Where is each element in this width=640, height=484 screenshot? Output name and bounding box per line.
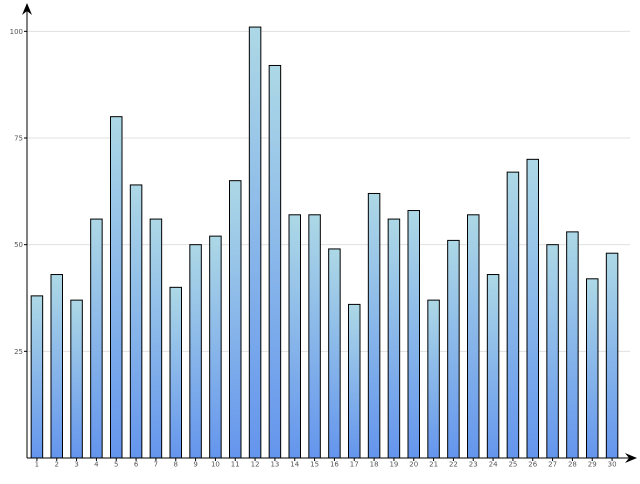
x-tick-label: 5 <box>114 461 118 469</box>
bar-17 <box>348 303 361 459</box>
x-axis-arrow-icon <box>625 453 637 463</box>
x-tick-label: 24 <box>489 461 498 469</box>
bar-15 <box>308 214 321 459</box>
x-tick-label: 20 <box>409 461 418 469</box>
x-tick-label: 21 <box>429 461 438 469</box>
x-tick-label: 28 <box>568 461 577 469</box>
bars <box>30 26 619 459</box>
y-tick-label: 25 <box>14 348 23 356</box>
y-tick-label: 50 <box>14 241 23 249</box>
x-tick-label: 7 <box>154 461 158 469</box>
bar-28 <box>566 231 579 459</box>
axes <box>22 3 637 463</box>
bar-24 <box>486 274 500 459</box>
bar-1 <box>30 295 44 459</box>
bar-29 <box>586 278 599 459</box>
bar-8 <box>169 286 182 459</box>
x-tick-label: 6 <box>134 461 139 469</box>
x-tick-label: 9 <box>193 461 197 469</box>
bar-4 <box>90 218 103 459</box>
bar-2 <box>50 274 63 459</box>
bar-7 <box>149 218 163 459</box>
bar-13 <box>268 64 282 459</box>
bar-14 <box>288 214 301 459</box>
x-tick-label: 22 <box>449 461 458 469</box>
bar-21 <box>427 299 440 459</box>
x-tick-label: 19 <box>389 461 398 469</box>
x-tick-label: 23 <box>469 461 478 469</box>
x-tick-label: 12 <box>251 461 260 469</box>
bar-30 <box>605 252 619 459</box>
x-tick-label: 2 <box>55 461 59 469</box>
bar-10 <box>209 235 222 459</box>
x-tick-label: 16 <box>330 461 339 469</box>
bar-6 <box>129 184 143 459</box>
bar-18 <box>367 192 381 459</box>
x-tick-label: 15 <box>310 461 319 469</box>
bar-9 <box>189 244 202 459</box>
bar-12 <box>248 26 262 459</box>
bar-16 <box>328 248 341 459</box>
x-tick-label: 3 <box>74 461 78 469</box>
bar-23 <box>467 214 480 459</box>
x-tick-label: 17 <box>350 461 359 469</box>
bar-25 <box>506 171 520 459</box>
bar-19 <box>387 218 401 459</box>
bar-22 <box>447 239 460 459</box>
bar-20 <box>407 210 420 459</box>
x-tick-label: 8 <box>174 461 178 469</box>
x-tick-label: 4 <box>94 461 99 469</box>
bar-11 <box>229 180 242 459</box>
x-tick-label: 26 <box>528 461 537 469</box>
x-tick-label: 13 <box>270 461 279 469</box>
x-tick-label: 30 <box>608 461 617 469</box>
x-tick-label: 29 <box>588 461 597 469</box>
bar-27 <box>546 244 559 459</box>
x-tick-label: 25 <box>508 461 517 469</box>
y-tick-label: 75 <box>14 135 23 143</box>
x-tick-label: 11 <box>231 461 240 469</box>
y-axis-arrow-icon <box>22 3 32 15</box>
bar-3 <box>70 299 83 459</box>
x-tick-label: 18 <box>370 461 379 469</box>
x-tick-label: 1 <box>35 461 39 469</box>
x-tick-label: 10 <box>211 461 220 469</box>
y-tick-label: 100 <box>10 28 23 36</box>
x-tick-label: 14 <box>290 461 299 469</box>
bar-26 <box>526 158 539 459</box>
bar-5 <box>110 116 123 459</box>
x-tick-label: 27 <box>548 461 557 469</box>
